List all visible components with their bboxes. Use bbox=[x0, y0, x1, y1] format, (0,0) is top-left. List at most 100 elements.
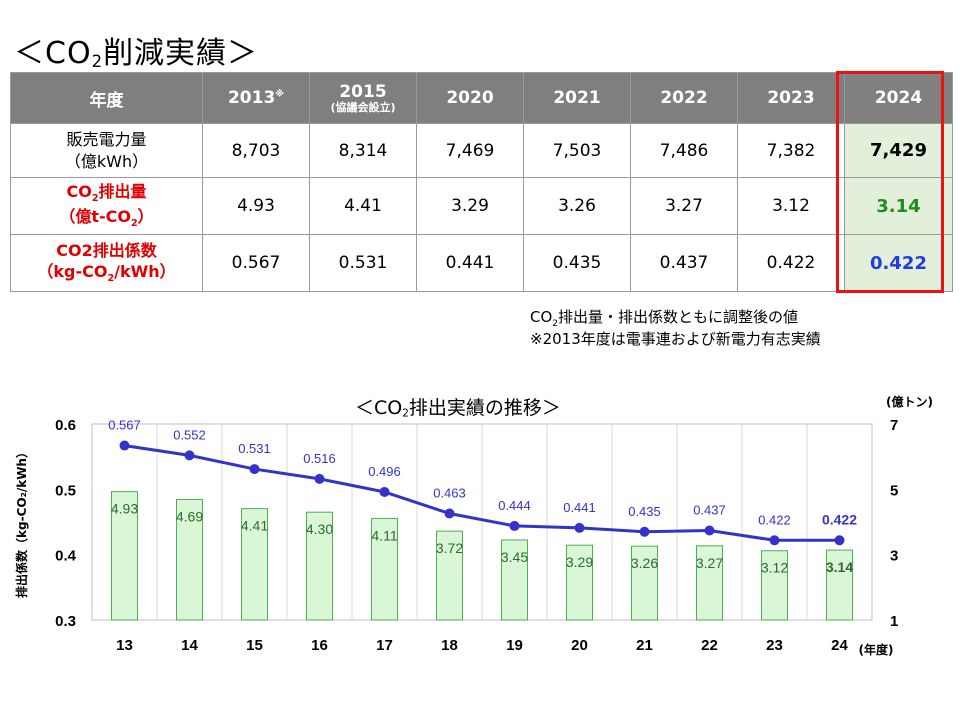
row-label-coefficient: CO2排出係数 （kg-CO2/kWh） bbox=[10, 234, 203, 292]
x-tick-label: 18 bbox=[441, 637, 458, 654]
header-year: 2020 bbox=[416, 72, 524, 124]
header-year: 2015 (協議会設立) bbox=[309, 72, 417, 124]
header-year: 2022 bbox=[630, 72, 738, 124]
bar bbox=[306, 511, 333, 621]
table-cell: 7,382 bbox=[737, 123, 845, 178]
x-tick-label: 22 bbox=[701, 637, 718, 654]
line-point bbox=[834, 535, 845, 546]
line-point bbox=[509, 520, 520, 531]
line-point bbox=[184, 450, 195, 461]
table-cell-highlight: 3.14 bbox=[844, 177, 953, 235]
bar bbox=[826, 549, 853, 621]
row-label-sales: 販売電力量 （億kWh） bbox=[10, 123, 203, 178]
table-cell: 3.12 bbox=[737, 177, 845, 235]
line-label: 0.567 bbox=[108, 418, 141, 433]
row-label-emissions: CO2排出量 （億t-CO2） bbox=[10, 177, 203, 235]
bar bbox=[566, 544, 593, 621]
bar bbox=[761, 550, 788, 621]
table-cell-highlight: 7,429 bbox=[844, 123, 953, 178]
table-row-emissions: CO2排出量 （億t-CO2） 4.93 4.41 3.29 3.26 3.27 … bbox=[10, 177, 953, 235]
line-point bbox=[119, 440, 130, 451]
x-tick-label: 14 bbox=[181, 637, 198, 654]
table-cell: 3.27 bbox=[630, 177, 738, 235]
bar bbox=[436, 530, 463, 621]
line-label: 0.552 bbox=[173, 427, 206, 442]
x-tick-label: 24 bbox=[831, 637, 848, 654]
x-tick-label: 16 bbox=[311, 637, 328, 654]
y-left-tick: 0.6 bbox=[55, 417, 76, 434]
bar-label: 4.11 bbox=[371, 527, 397, 543]
table-cell: 4.93 bbox=[202, 177, 310, 235]
line-label: 0.435 bbox=[628, 504, 661, 519]
bar bbox=[176, 498, 203, 621]
y-right-tick: 1 bbox=[890, 613, 898, 630]
table-cell: 0.437 bbox=[630, 234, 738, 292]
bar-label: 3.72 bbox=[436, 540, 463, 556]
line-label: 0.463 bbox=[433, 486, 466, 501]
bar-label: 3.26 bbox=[631, 555, 658, 571]
line-point bbox=[769, 535, 780, 546]
table-cell: 7,503 bbox=[523, 123, 631, 178]
bar-label: 4.41 bbox=[241, 518, 268, 534]
x-tick-label: 20 bbox=[571, 637, 588, 654]
line-point bbox=[249, 464, 260, 475]
y-right-tick: 3 bbox=[890, 548, 898, 565]
table-cell: 0.422 bbox=[737, 234, 845, 292]
bar-label: 3.45 bbox=[501, 549, 528, 565]
y-right-tick: 7 bbox=[890, 417, 898, 434]
table-cell: 8,703 bbox=[202, 123, 310, 178]
results-table: 年度 2013※ 2015 (協議会設立) 2020 2021 2022 2023… bbox=[10, 72, 953, 292]
y-right-axis-label: (億トン) bbox=[886, 394, 933, 409]
bar bbox=[111, 491, 138, 621]
x-tick-label: 17 bbox=[376, 637, 393, 654]
bar-label: 3.27 bbox=[696, 555, 723, 571]
bar bbox=[371, 517, 398, 621]
table-cell-highlight: 0.422 bbox=[844, 234, 953, 292]
x-tick-label: 23 bbox=[766, 637, 783, 654]
line-point bbox=[314, 473, 325, 484]
line-label: 0.531 bbox=[238, 441, 271, 456]
note-adjusted: CO2排出量・排出係数ともに調整後の値 bbox=[530, 308, 799, 329]
bar-label: 3.14 bbox=[826, 559, 853, 575]
table-cell: 0.435 bbox=[523, 234, 631, 292]
header-year: 2023 bbox=[737, 72, 845, 124]
bar-label: 3.12 bbox=[761, 560, 788, 576]
x-tick-label: 15 bbox=[246, 637, 263, 654]
table-cell: 3.29 bbox=[416, 177, 524, 235]
line-label: 0.496 bbox=[368, 464, 401, 479]
bar-label: 3.29 bbox=[566, 554, 593, 570]
x-tick-label: 19 bbox=[506, 637, 523, 654]
line-label: 0.516 bbox=[303, 451, 336, 466]
y-left-tick: 0.4 bbox=[55, 548, 77, 565]
bar bbox=[631, 545, 658, 621]
header-year: 2021 bbox=[523, 72, 631, 124]
y-right-tick: 5 bbox=[890, 482, 898, 499]
line-label: 0.422 bbox=[822, 511, 857, 527]
chart-title: ＜CO2排出実績の推移＞ bbox=[355, 397, 561, 420]
bar bbox=[696, 545, 723, 621]
table-cell: 8,314 bbox=[309, 123, 417, 178]
table-header-row: 年度 2013※ 2015 (協議会設立) 2020 2021 2022 2023… bbox=[10, 72, 953, 124]
table-cell: 0.567 bbox=[202, 234, 310, 292]
line-label: 0.441 bbox=[563, 500, 596, 515]
line-point bbox=[574, 522, 585, 533]
table-cell: 3.26 bbox=[523, 177, 631, 235]
line-label: 0.422 bbox=[758, 512, 791, 527]
x-tick-label: 13 bbox=[116, 637, 133, 654]
line-point bbox=[639, 526, 650, 537]
y-left-tick: 0.3 bbox=[55, 613, 76, 630]
line-label: 0.444 bbox=[498, 498, 531, 513]
table-row-coefficient: CO2排出係数 （kg-CO2/kWh） 0.567 0.531 0.441 0.… bbox=[10, 234, 953, 292]
series-line bbox=[124, 444, 840, 542]
table-cell: 0.531 bbox=[309, 234, 417, 292]
line-point bbox=[444, 508, 455, 519]
header-year-label: 年度 bbox=[10, 72, 203, 124]
bar-label: 4.30 bbox=[306, 521, 333, 537]
header-year: 2013※ bbox=[202, 72, 310, 124]
bar-label: 4.69 bbox=[176, 508, 203, 524]
table-cell: 7,469 bbox=[416, 123, 524, 178]
note-2013: ※2013年度は電事連および新電力有志実績 bbox=[530, 330, 821, 348]
line-point bbox=[379, 486, 390, 497]
table-cell: 7,486 bbox=[630, 123, 738, 178]
